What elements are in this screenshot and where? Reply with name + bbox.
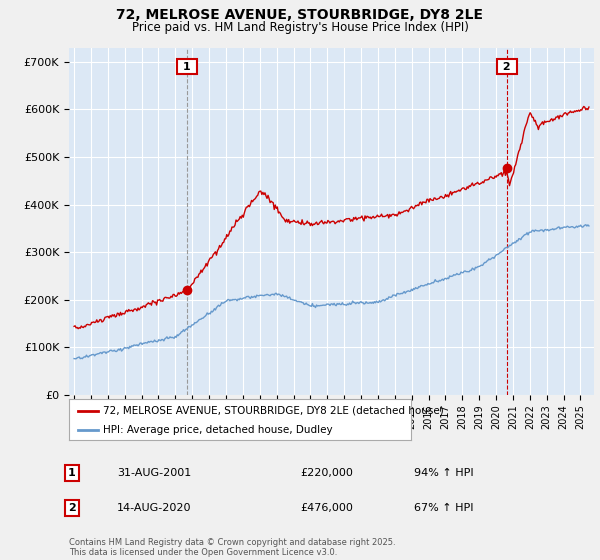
Text: 2: 2 xyxy=(68,503,76,513)
Text: Price paid vs. HM Land Registry's House Price Index (HPI): Price paid vs. HM Land Registry's House … xyxy=(131,21,469,34)
Text: 31-AUG-2001: 31-AUG-2001 xyxy=(117,468,191,478)
Text: 72, MELROSE AVENUE, STOURBRIDGE, DY8 2LE: 72, MELROSE AVENUE, STOURBRIDGE, DY8 2LE xyxy=(116,8,484,22)
Text: £220,000: £220,000 xyxy=(300,468,353,478)
Text: 94% ↑ HPI: 94% ↑ HPI xyxy=(414,468,473,478)
Text: HPI: Average price, detached house, Dudley: HPI: Average price, detached house, Dudl… xyxy=(103,424,333,435)
Text: Contains HM Land Registry data © Crown copyright and database right 2025.
This d: Contains HM Land Registry data © Crown c… xyxy=(69,538,395,557)
Text: 67% ↑ HPI: 67% ↑ HPI xyxy=(414,503,473,513)
Text: £476,000: £476,000 xyxy=(300,503,353,513)
Text: 1: 1 xyxy=(179,62,194,72)
Text: 72, MELROSE AVENUE, STOURBRIDGE, DY8 2LE (detached house): 72, MELROSE AVENUE, STOURBRIDGE, DY8 2LE… xyxy=(103,405,444,416)
Text: 14-AUG-2020: 14-AUG-2020 xyxy=(117,503,191,513)
Text: 2: 2 xyxy=(499,62,514,72)
Text: 1: 1 xyxy=(68,468,76,478)
